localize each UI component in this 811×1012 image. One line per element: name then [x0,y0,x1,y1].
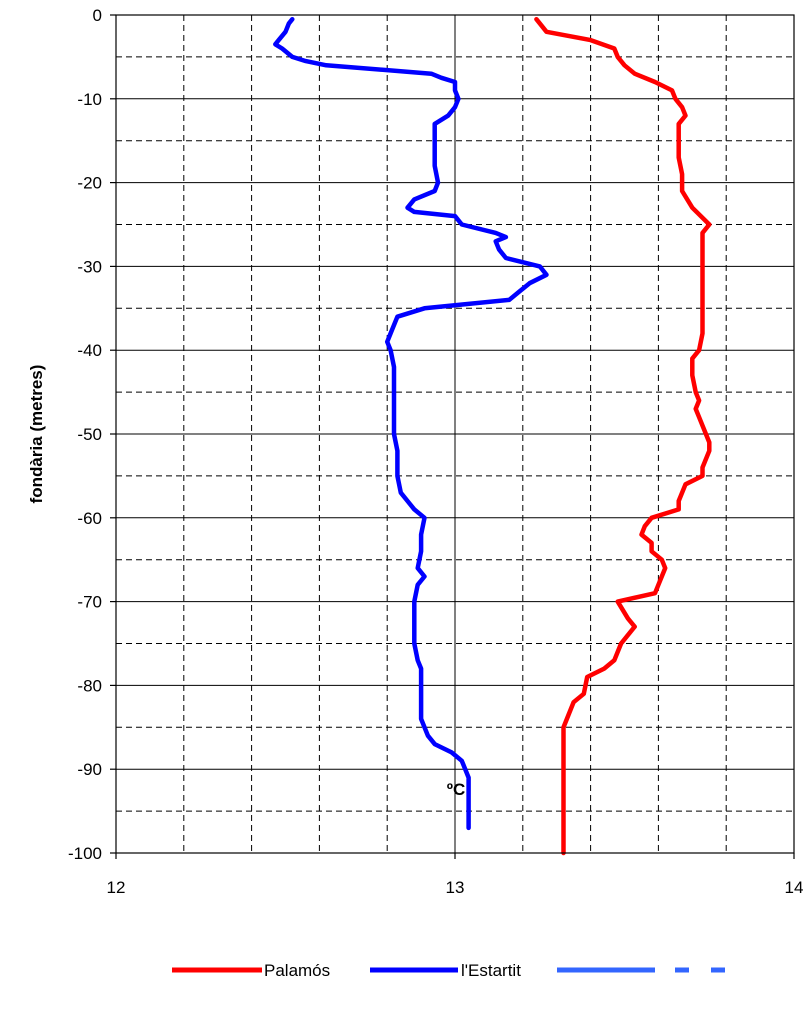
x-tick-label: 12 [107,878,126,897]
series-line-0 [534,16,712,856]
y-tick-label: -20 [77,174,102,193]
y-tick-label: 0 [93,6,102,25]
y-tick-label: -50 [77,425,102,444]
y-tick-label: -100 [68,844,102,863]
y-tick-label: -80 [77,676,102,695]
legend-label-0: Palamós [264,961,330,980]
legend: Palamós l'Estartit [172,961,745,980]
x-tick-label: 14 [785,878,804,897]
y-tick-label: -10 [77,90,102,109]
series-line-1 [273,16,549,831]
y-tick-label: -60 [77,509,102,528]
legend-label-1: l'Estartit [461,961,521,980]
y-tick-label: -70 [77,593,102,612]
series-lines [273,16,712,856]
grid-lines [116,15,794,853]
y-axis-title: fondària (metres) [27,365,46,504]
y-tick-label: -40 [77,341,102,360]
x-tick-label: 13 [446,878,465,897]
tick-labels: 0 -10 -20 -30 -40 -50 -60 -70 -80 -90 -100 12 13 14 [68,6,803,897]
x-axis-title: ºC [447,780,466,799]
axes [110,14,795,859]
y-tick-label: -30 [77,257,102,276]
y-tick-label: -90 [77,760,102,779]
